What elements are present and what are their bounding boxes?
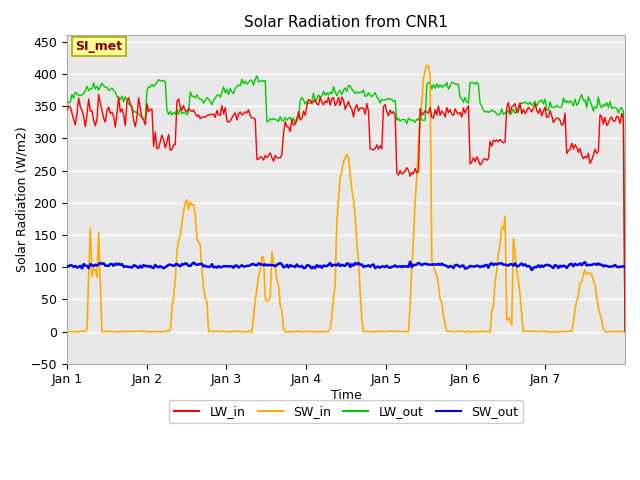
LW_in bbox=[95, 92, 102, 97]
SW_in bbox=[523, 328, 531, 334]
Line: LW_in: LW_in bbox=[67, 95, 625, 332]
SW_in bbox=[230, 328, 237, 334]
LW_out bbox=[186, 89, 194, 95]
LW_in bbox=[188, 108, 196, 114]
SW_out bbox=[63, 263, 71, 269]
SW_in bbox=[310, 329, 317, 335]
LW_out bbox=[521, 99, 529, 105]
SW_out bbox=[230, 265, 237, 271]
SW_in bbox=[63, 329, 71, 335]
LW_in bbox=[621, 329, 629, 335]
Line: SW_in: SW_in bbox=[67, 65, 625, 332]
SW_in bbox=[424, 62, 432, 68]
Line: LW_out: LW_out bbox=[67, 76, 625, 332]
LW_out bbox=[230, 91, 237, 96]
X-axis label: Time: Time bbox=[331, 389, 362, 402]
SW_out bbox=[528, 267, 536, 273]
SW_out bbox=[521, 262, 529, 267]
LW_in bbox=[232, 110, 239, 116]
Legend: LW_in, SW_in, LW_out, SW_out: LW_in, SW_in, LW_out, SW_out bbox=[170, 400, 523, 423]
LW_out bbox=[253, 73, 260, 79]
Y-axis label: Solar Radiation (W/m2): Solar Radiation (W/m2) bbox=[15, 127, 28, 273]
LW_in bbox=[378, 146, 386, 152]
SW_in bbox=[378, 328, 386, 334]
SW_out bbox=[186, 263, 194, 269]
SW_out bbox=[406, 259, 414, 264]
SW_out bbox=[376, 265, 384, 271]
LW_out bbox=[621, 329, 629, 335]
SW_out bbox=[529, 265, 537, 271]
SW_out bbox=[70, 264, 77, 270]
SW_in bbox=[70, 329, 77, 335]
LW_in bbox=[70, 117, 77, 122]
LW_in bbox=[528, 109, 536, 115]
SW_in bbox=[529, 328, 537, 334]
LW_out bbox=[378, 96, 386, 102]
SW_in bbox=[186, 199, 194, 205]
LW_out bbox=[63, 98, 71, 104]
SW_out bbox=[621, 264, 629, 270]
LW_in bbox=[521, 111, 529, 117]
Title: Solar Radiation from CNR1: Solar Radiation from CNR1 bbox=[244, 15, 448, 30]
SW_in bbox=[621, 329, 629, 335]
Text: SI_met: SI_met bbox=[76, 40, 122, 53]
LW_out bbox=[528, 102, 536, 108]
Line: SW_out: SW_out bbox=[67, 262, 625, 270]
LW_in bbox=[63, 107, 71, 113]
LW_out bbox=[70, 96, 77, 101]
